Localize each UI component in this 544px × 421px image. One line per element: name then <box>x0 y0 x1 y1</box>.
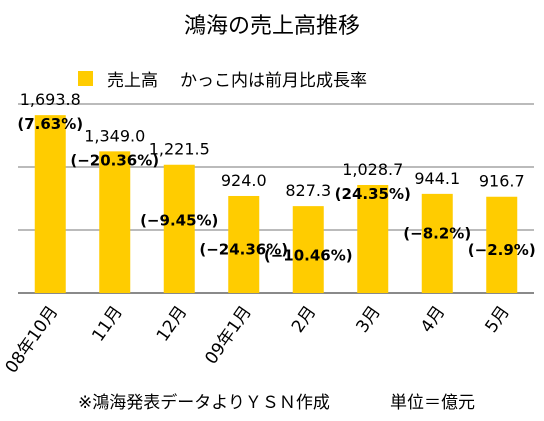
chart-title: 鴻海の売上高推移 <box>183 14 360 39</box>
legend-sales-label: 売上高 <box>107 70 158 91</box>
value-label: 827.3 <box>285 181 331 200</box>
source-note: ※鴻海発表データよりＹＳＮ作成 <box>78 393 330 413</box>
value-label: 944.1 <box>414 169 460 188</box>
unit-note: 単位＝億元 <box>390 393 475 413</box>
x-tick-label: 3月 <box>353 302 385 336</box>
bar <box>357 184 389 293</box>
growth-label: (−8.2%) <box>403 224 471 242</box>
legend-swatch <box>78 70 93 86</box>
x-tick-label: 4月 <box>417 302 449 336</box>
growth-label: (−20.36%) <box>70 151 159 169</box>
x-tick-label: 09年1月 <box>201 302 255 368</box>
growth-label: (7.63%) <box>17 115 83 133</box>
bar <box>228 195 260 293</box>
value-label: 1,693.8 <box>20 90 81 109</box>
bar <box>163 164 195 293</box>
growth-label: (24.35%) <box>335 185 411 203</box>
x-tick-label: 2月 <box>288 302 320 336</box>
x-tick-label: 5月 <box>482 302 514 336</box>
bar <box>34 115 66 293</box>
x-tick-label: 08年10月 <box>2 302 63 377</box>
bar <box>421 193 453 293</box>
bar <box>99 151 131 293</box>
x-tick-label: 12月 <box>153 302 192 345</box>
bar <box>486 196 518 293</box>
x-tick-label: 11月 <box>88 302 127 345</box>
value-label: 924.0 <box>221 171 267 190</box>
value-label: 1,221.5 <box>149 140 210 159</box>
growth-label: (−9.45%) <box>140 212 218 230</box>
bar <box>292 206 324 293</box>
legend: 売上高 かっこ内は前月比成長率 <box>78 66 367 91</box>
value-label: 1,349.0 <box>84 126 145 145</box>
value-label: 1,028.7 <box>342 160 403 179</box>
growth-label: (−24.36%) <box>199 241 288 259</box>
growth-label: (−10.46%) <box>264 247 353 265</box>
growth-label: (−2.9%) <box>468 241 536 259</box>
legend-note: かっこ内は前月比成長率 <box>180 70 367 91</box>
value-label: 916.7 <box>479 172 525 191</box>
